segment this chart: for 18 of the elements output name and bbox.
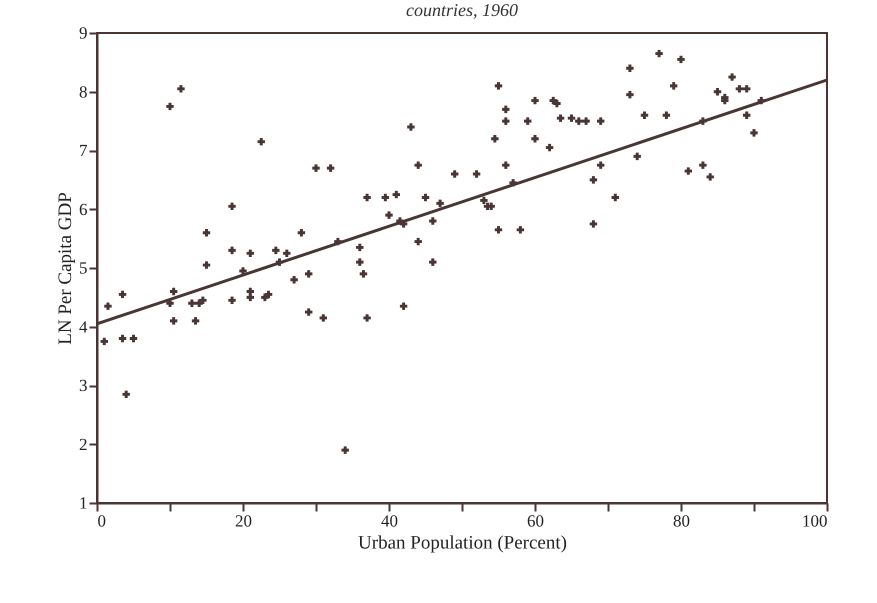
x-tick-label: 40: [381, 512, 398, 530]
y-tick-label: 4: [79, 317, 88, 336]
y-tick-label: 6: [79, 200, 88, 219]
y-axis-title: LN Per Capita GDP: [55, 192, 76, 345]
y-tick-label: 9: [79, 24, 88, 42]
y-tick-label: 2: [79, 434, 88, 454]
x-axis-title: Urban Population (Percent): [358, 532, 567, 554]
y-tick-label: 1: [79, 494, 88, 512]
chart-title: countries, 1960: [406, 0, 518, 20]
x-tick-label: 100: [802, 512, 828, 530]
y-tick-label: 5: [79, 258, 88, 278]
x-tick-label: 80: [673, 512, 690, 530]
x-tick-label: 60: [527, 512, 544, 530]
x-tick-label: 0: [98, 512, 106, 530]
y-tick-label: 8: [79, 82, 88, 102]
x-tick-label: 20: [235, 512, 252, 530]
y-tick-label: 3: [79, 376, 88, 395]
y-tick-label: 7: [79, 141, 88, 160]
